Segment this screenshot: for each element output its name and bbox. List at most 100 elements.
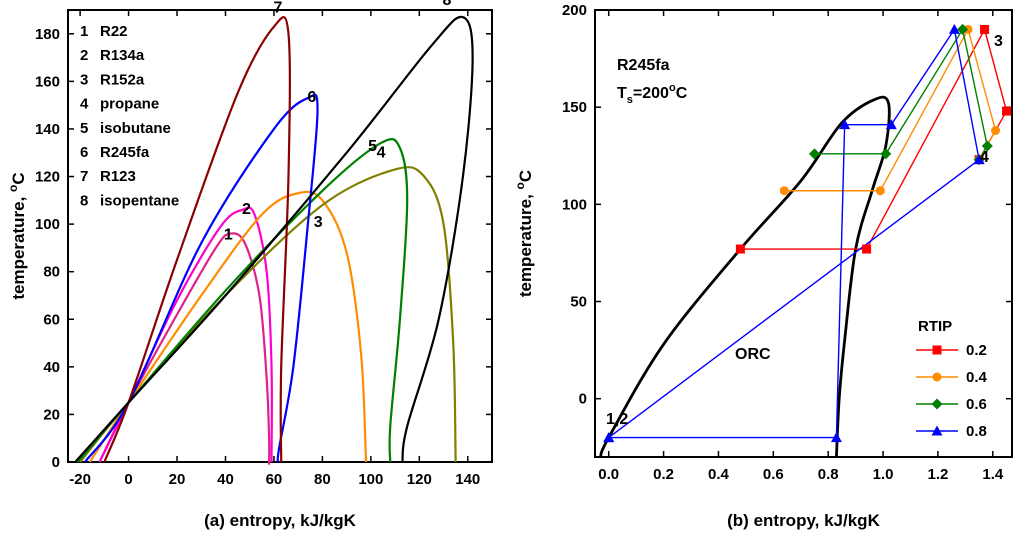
chart-b-x-axis-label: (b) entropy, kJ/kgK: [727, 511, 880, 530]
chart-b-x-tick-label: 1.4: [982, 466, 1004, 483]
chart-a-y-tick-label: 160: [35, 73, 60, 90]
chart-a-series-line-8: [74, 15, 474, 463]
chart-b-point-label: 1,2: [606, 411, 628, 428]
chart-b-x-tick-label: 0.6: [763, 466, 784, 483]
chart-a-legend-label: propane: [100, 96, 159, 113]
chart-a-curve-label: 2: [242, 201, 251, 218]
chart-a-legend-number: 1: [80, 23, 88, 40]
chart-a-x-tick-label: 120: [407, 471, 432, 488]
chart-a-curve-label: 4: [377, 144, 386, 161]
chart-b-y-tick-label: 150: [562, 99, 587, 116]
chart-b-marker-diamond: [981, 140, 993, 152]
chart-b-source-temp-label: Ts=200oC: [617, 82, 688, 106]
chart-a-series-line-3: [88, 190, 368, 463]
chart-b-marker-square: [862, 244, 872, 254]
chart-a-y-tick-label: 120: [35, 169, 60, 186]
chart-b-x-tick-label: 0.4: [708, 466, 730, 483]
chart-a-y-tick-label: 60: [43, 311, 60, 328]
chart-a-series-line-7: [103, 16, 291, 463]
chart-b-series-line-0.2: [740, 27, 1008, 250]
chart-b-marker-triangle: [931, 425, 943, 436]
chart-b-legend-label: 0.2: [966, 342, 987, 359]
chart-a-curve-label: 1: [224, 227, 233, 244]
chart-b-legend-label: 0.8: [966, 423, 987, 440]
chart-a-x-tick-label: -20: [69, 471, 91, 488]
chart-a-y-tick-label: 20: [43, 406, 60, 423]
chart-a-legend-number: 4: [80, 96, 89, 113]
chart-b-point-label: 4: [980, 149, 989, 166]
chart-a-series-line-1: [98, 232, 271, 465]
chart-a-legend-number: 8: [80, 192, 88, 209]
chart-b-x-tick-label: 1.2: [927, 466, 948, 483]
chart-b-x-tick-label: 0.0: [598, 466, 619, 483]
chart-a-legend-label: R22: [100, 23, 128, 40]
chart-a-plot-frame: [67, 9, 493, 463]
chart-a-y-tick-label: 40: [43, 359, 60, 376]
chart-b-marker-diamond: [880, 148, 892, 160]
chart-a-series-line-5: [76, 137, 409, 463]
chart-a-x-tick-label: 20: [169, 471, 186, 488]
chart-a-y-tick-label: 100: [35, 216, 60, 233]
chart-b-marker-triangle: [603, 432, 615, 443]
chart-a-y-tick-label: 80: [43, 264, 60, 281]
chart-b-marker-circle: [779, 186, 789, 196]
chart-b-y-axis-label: temperature, oC: [513, 170, 535, 297]
chart-a-x-tick-label: 80: [314, 471, 331, 488]
chart-a-y-tick-label: 0: [52, 454, 60, 471]
chart-a-legend-number: 2: [80, 47, 88, 64]
chart-b-plot-frame: [594, 9, 1013, 458]
chart-a-legend-label: isobutane: [100, 120, 171, 137]
chart-a-y-tick-label: 140: [35, 121, 60, 138]
chart-b-point-label: 3: [994, 33, 1003, 50]
chart-a-legend-label: R134a: [100, 47, 145, 64]
chart-b-x-tick-label: 0.2: [653, 466, 674, 483]
chart-a-legend-number: 3: [80, 71, 88, 88]
chart-b-marker-square: [735, 244, 745, 254]
chart-a-y-axis-label: temperature, oC: [6, 172, 28, 299]
chart-a-legend-label: isopentane: [100, 192, 179, 209]
chart-b-marker-triangle: [973, 154, 985, 165]
chart-a-curve-label: 5: [368, 138, 377, 155]
chart-b-legend-title: RTIP: [918, 318, 952, 335]
chart-a-curve-label: 7: [273, 0, 282, 17]
chart-b-marker-diamond: [808, 148, 820, 160]
chart-a-x-tick-label: 0: [124, 471, 132, 488]
chart-b-x-tick-label: 0.8: [818, 466, 839, 483]
chart-a-x-tick-label: 60: [266, 471, 283, 488]
chart-b-y-tick-label: 0: [579, 391, 587, 408]
chart-a-legend-label: R152a: [100, 71, 145, 88]
chart-b-series-line-0.6: [814, 27, 989, 161]
chart-b-marker-diamond: [931, 398, 943, 410]
chart-b: 0.0 0.2 0.4 0.6 0.8 1.0 1.2 1.4 0 50 100 150 200 R245…: [513, 2, 1013, 530]
chart-a-series-line-6: [84, 93, 319, 463]
chart-b-marker-diamond: [957, 23, 969, 35]
chart-a-x-axis-label: (a) entropy, kJ/kgK: [204, 511, 356, 530]
chart-a-legend-label: R245fa: [100, 144, 150, 161]
chart-b-marker-circle: [932, 372, 942, 382]
chart-b-marker-triangle: [948, 23, 960, 34]
chart-a-x-tick-label: 100: [358, 471, 383, 488]
chart-b-marker-triangle: [885, 119, 897, 130]
chart-b-legend-label: 0.4: [966, 369, 988, 386]
chart-a-curve-label: 6: [307, 89, 316, 106]
chart-a-x-tick-label: 40: [217, 471, 234, 488]
chart-b-legend-label: 0.6: [966, 396, 987, 413]
chart-a: -20 0 20 40 60 80 100 120 140 0 20 40 60 80 100 120 140 1…: [6, 0, 493, 530]
chart-b-saturation-dome: [599, 95, 891, 458]
chart-a-y-tick-label: 180: [35, 26, 60, 43]
chart-b-marker-square: [1002, 106, 1012, 116]
chart-b-fluid-label: R245fa: [617, 57, 670, 74]
chart-a-x-tick-label: 140: [455, 471, 480, 488]
chart-b-y-tick-label: 200: [562, 2, 587, 19]
chart-a-legend-number: 5: [80, 120, 88, 137]
chart-b-marker-circle: [991, 125, 1001, 135]
chart-a-legend-label: R123: [100, 168, 136, 185]
chart-b-y-tick-label: 100: [562, 196, 587, 213]
chart-b-orc-label: ORC: [735, 346, 771, 363]
chart-b-y-tick-label: 50: [570, 294, 587, 311]
chart-a-legend-number: 7: [80, 168, 88, 185]
chart-b-x-tick-label: 1.0: [873, 466, 894, 483]
chart-a-curve-label: 3: [314, 214, 323, 231]
chart-a-legend-number: 6: [80, 144, 88, 161]
